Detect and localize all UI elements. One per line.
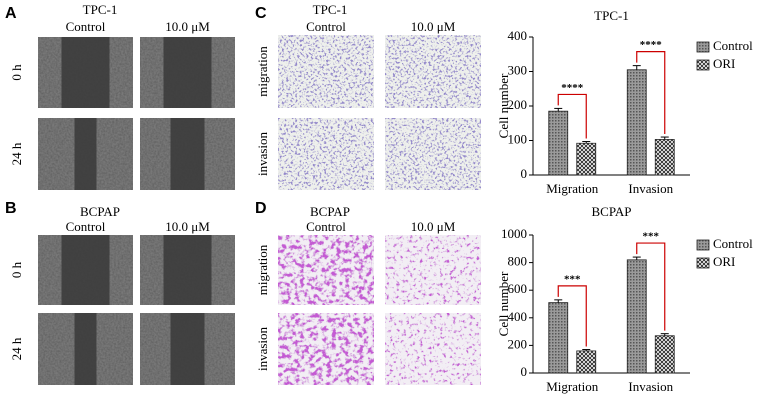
wound-gap [74,118,97,190]
row-label: 0 h [9,64,24,81]
significance-label: **** [640,39,663,51]
wound-gap [61,37,110,108]
y-tick-label: 600 [508,281,528,296]
micrograph [385,235,481,305]
panel-letter: D [255,200,267,217]
y-axis-label: Cell number [496,73,511,138]
x-tick-label: Invasion [628,379,673,394]
legend-swatch [696,239,710,251]
bar [576,350,597,374]
row-label: 24 h [9,142,24,165]
column-label: Control [306,219,346,234]
micrograph [278,35,374,108]
bar [654,335,675,374]
panel-letter: B [5,200,17,217]
micrograph [385,118,481,190]
significance-bracket [557,285,587,347]
significance-label: *** [564,273,581,285]
column-label: 10.0 μM [165,19,210,34]
panel-title: TPC-1 [313,2,348,17]
y-tick-label: 1000 [501,226,527,241]
significance-label: **** [561,82,584,94]
x-tick-label: Migration [546,379,598,394]
row-label: 0 h [9,261,24,278]
x-tick-label: Invasion [628,181,673,196]
y-tick-label: 0 [521,364,528,379]
chart-title: TPC-1 [594,8,629,23]
micrograph [278,235,374,305]
bar [548,110,569,176]
wound-gap [163,37,212,108]
y-tick-label: 400 [508,309,528,324]
y-axis-label: Cell number [496,271,511,336]
column-label: Control [66,219,106,234]
legend-swatch [696,41,710,53]
panel-letter: C [255,5,267,22]
wound-gap [61,235,110,305]
panel-letter: A [5,5,17,22]
row-label: migration [255,244,270,295]
wound-gap [170,118,205,190]
micrograph [385,35,481,108]
significance-bracket [557,93,587,139]
y-tick-label: 800 [508,254,528,269]
legend-label: Control [713,236,753,251]
y-tick-label: 300 [508,62,528,77]
bar [654,139,675,176]
bar [626,69,647,176]
y-tick-label: 200 [508,336,528,351]
significance-bracket [636,51,666,135]
wound-gap [163,235,212,305]
y-tick-label: 100 [508,131,528,146]
y-tick-label: 0 [521,166,528,181]
chart-title: BCPAP [592,204,632,219]
panel-title: BCPAP [80,204,120,219]
bar [626,259,647,374]
x-tick-label: Migration [546,181,598,196]
bar [576,142,597,176]
column-label: 10.0 μM [411,219,456,234]
panel-title: BCPAP [310,204,350,219]
legend-label: ORI [713,254,735,269]
legend-label: ORI [713,56,735,71]
micrograph [278,118,374,190]
wound-gap [74,313,97,385]
legend-swatch [696,257,710,269]
row-label: invasion [255,326,270,371]
bar [548,302,569,374]
column-label: 10.0 μM [165,219,210,234]
significance-bracket [636,242,666,331]
row-label: invasion [255,131,270,176]
legend-label: Control [713,38,753,53]
column-label: Control [306,19,346,34]
micrograph [385,313,481,385]
wound-gap [170,313,205,385]
legend-swatch [696,59,710,71]
y-tick-label: 400 [508,28,528,43]
row-label: migration [255,46,270,97]
micrograph [278,313,374,385]
column-label: Control [66,19,106,34]
significance-label: *** [643,231,660,243]
panel-title: TPC-1 [83,2,118,17]
row-label: 24 h [9,337,24,360]
y-tick-label: 200 [508,97,528,112]
column-label: 10.0 μM [411,19,456,34]
